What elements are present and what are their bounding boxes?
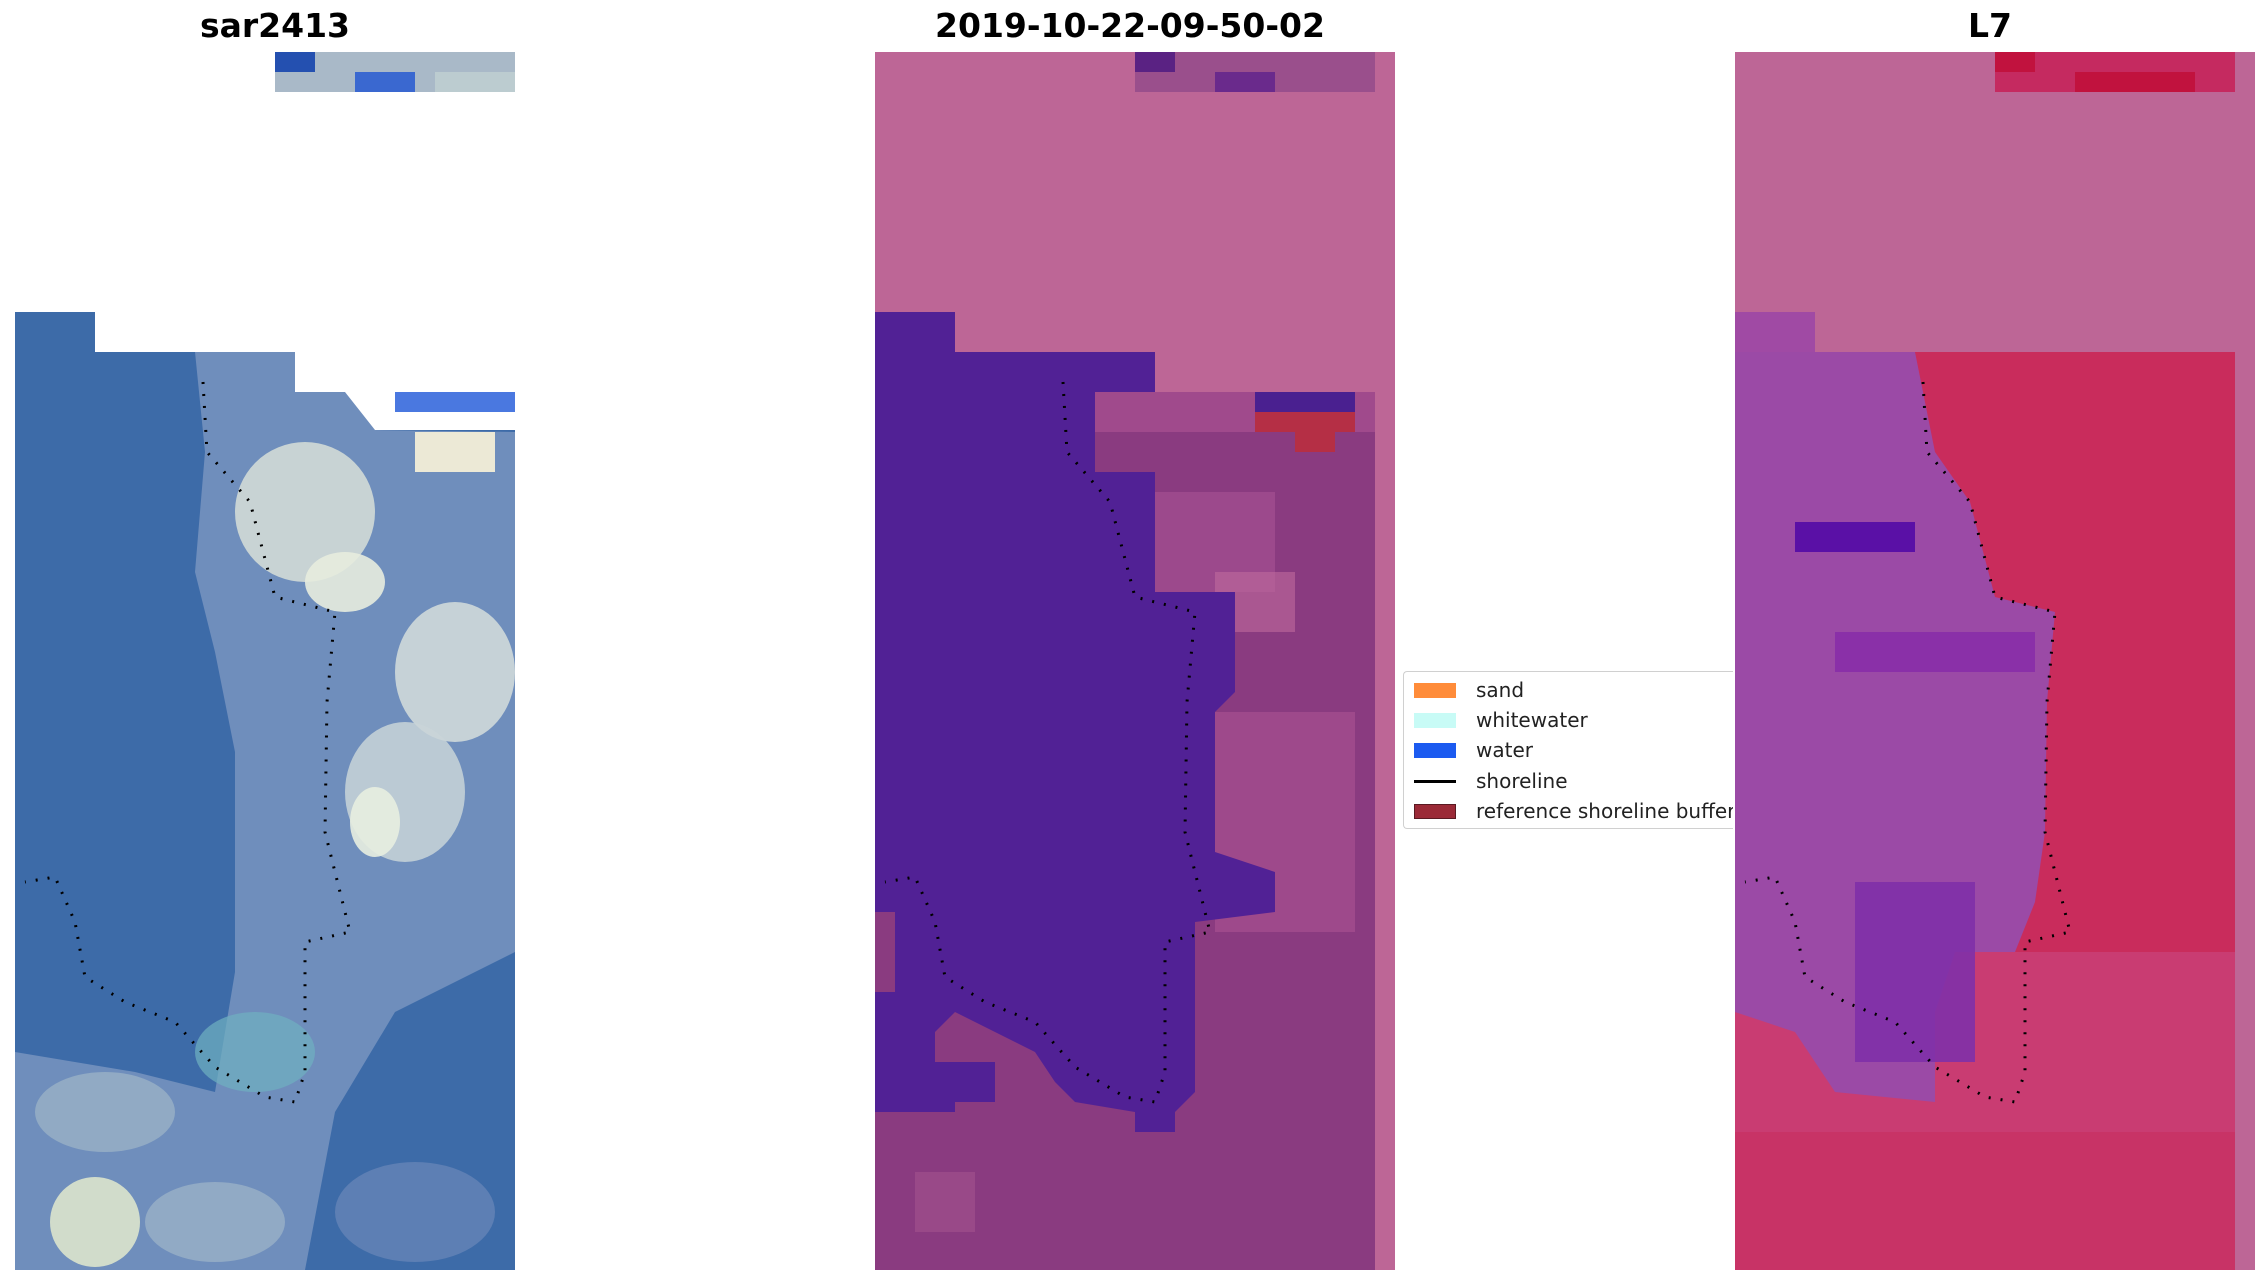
panel-title-ndwi: L7 xyxy=(1968,6,2012,45)
ndwi-panel xyxy=(1735,52,2255,1270)
classification-panel xyxy=(875,52,1395,1270)
panel-title-rgb: sar2413 xyxy=(199,6,351,45)
legend-label: shoreline xyxy=(1476,769,1568,793)
legend-label: reference shoreline buffer xyxy=(1476,799,1733,823)
rgb-image-panel xyxy=(15,52,515,1270)
shoreline-line-icon xyxy=(1414,780,1456,783)
whitewater-swatch xyxy=(1414,713,1456,728)
ndwi-image xyxy=(1735,52,2255,1270)
rgb-image xyxy=(15,52,515,1270)
reference-buffer-swatch xyxy=(1414,804,1456,819)
legend-label: water xyxy=(1476,738,1533,762)
legend-label: whitewater xyxy=(1476,708,1588,732)
classification-image xyxy=(875,52,1395,1270)
legend: sand whitewater water shoreline referenc… xyxy=(1403,671,1733,829)
legend-label: sand xyxy=(1476,678,1525,702)
sand-swatch xyxy=(1414,683,1456,698)
water-swatch xyxy=(1414,743,1456,758)
panel-title-classification: 2019-10-22-09-50-02 xyxy=(935,6,1325,45)
